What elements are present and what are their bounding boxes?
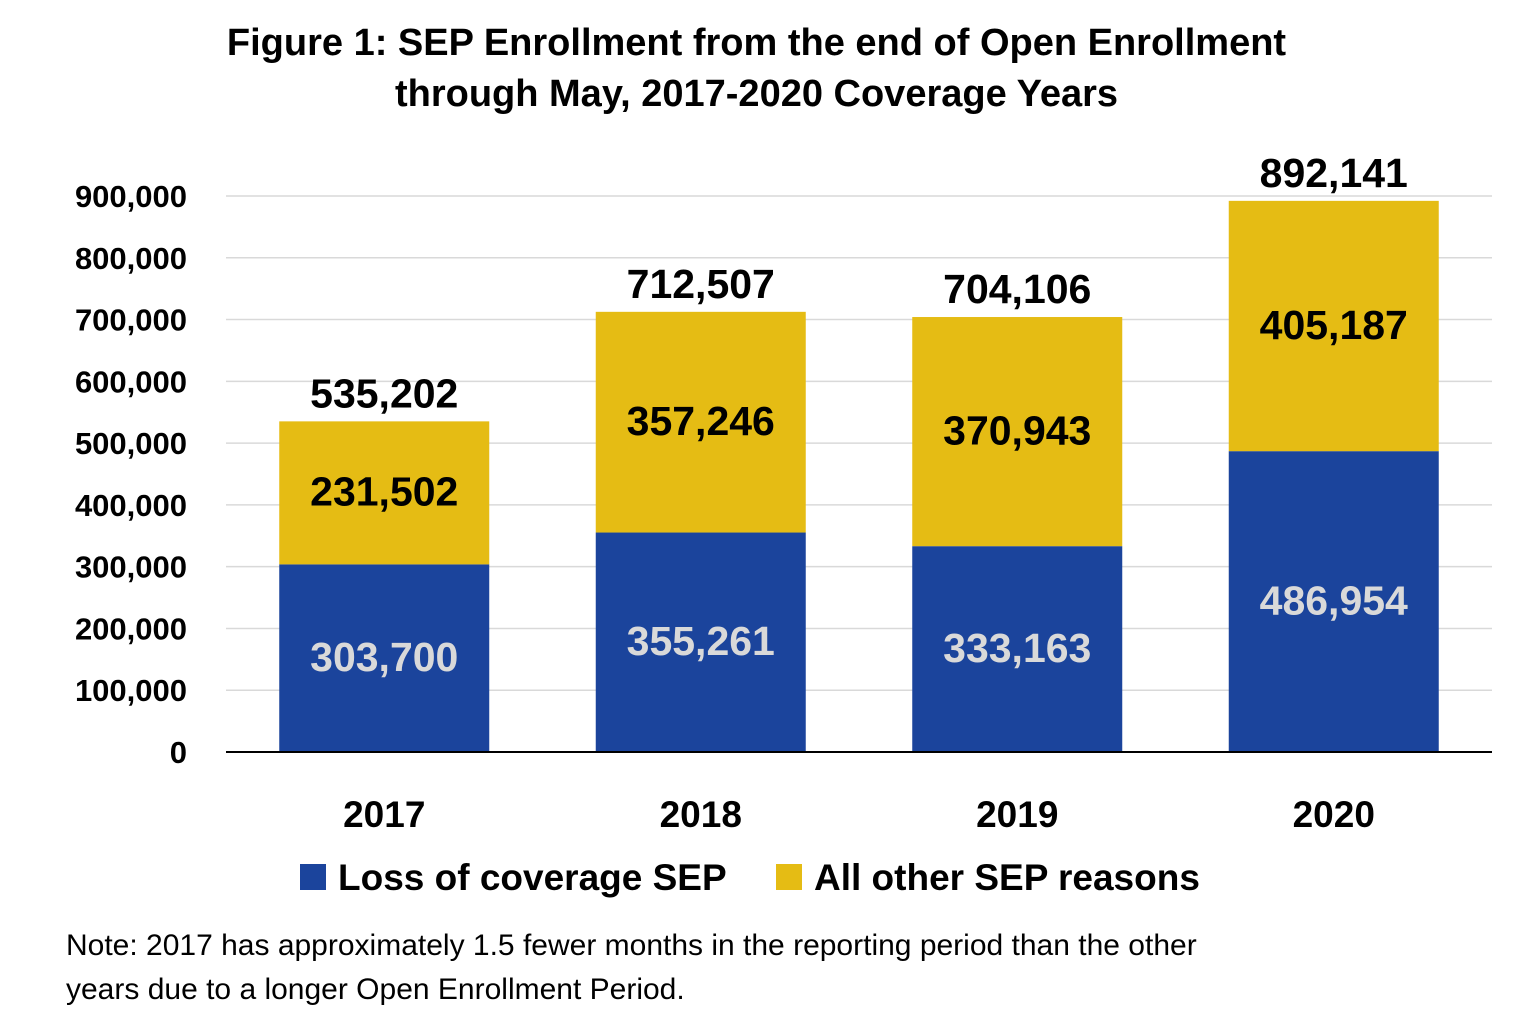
chart-title-line-2: through May, 2017-2020 Coverage Years xyxy=(394,73,1119,115)
data-label-other-reasons: 231,502 xyxy=(310,469,458,515)
legend-swatch xyxy=(300,864,326,890)
bar-segment-other-reasons xyxy=(1228,200,1439,452)
y-tick-label: 600,000 xyxy=(75,364,187,399)
legend-item-loss-of-coverage: Loss of coverage SEP xyxy=(300,857,727,898)
y-tick-label: 400,000 xyxy=(75,488,187,523)
data-label-loss-of-coverage: 486,954 xyxy=(1260,577,1408,623)
data-label-other-reasons: 405,187 xyxy=(1260,302,1408,348)
x-tick-label: 2018 xyxy=(660,794,742,835)
data-label-other-reasons: 370,943 xyxy=(943,407,1091,453)
bar-segment-other-reasons xyxy=(912,317,1123,547)
y-tick-label: 500,000 xyxy=(75,426,187,461)
bars xyxy=(279,200,1439,752)
chart-title-line-1: Figure 1: SEP Enrollment from the end of… xyxy=(226,22,1287,64)
data-label-total: 704,106 xyxy=(943,266,1091,312)
bar-segment-loss-of-coverage xyxy=(595,532,806,752)
data-label-total: 892,141 xyxy=(1260,150,1408,196)
footnote-line-2: years due to a longer Open Enrollment Pe… xyxy=(66,973,685,1006)
data-label-other-reasons: 357,246 xyxy=(627,398,775,444)
data-label-loss-of-coverage: 355,261 xyxy=(627,618,775,664)
legend-swatch xyxy=(776,864,802,890)
y-tick-label: 700,000 xyxy=(75,303,187,338)
y-tick-label: 0 xyxy=(170,735,187,770)
data-labels: 303,700 231,502 535,202 355,261 357,246 712,5… xyxy=(310,150,1408,680)
x-axis-tick-labels: 2017 2018 2019 2020 xyxy=(343,794,1375,835)
x-tick-label: 2017 xyxy=(343,794,425,835)
legend-label: Loss of coverage SEP xyxy=(338,857,727,898)
footnote-line-1: Note: 2017 has approximately 1.5 fewer m… xyxy=(66,929,1197,962)
y-tick-label: 100,000 xyxy=(75,673,187,708)
bar-segment-loss-of-coverage xyxy=(279,564,490,752)
data-label-total: 535,202 xyxy=(310,370,458,416)
chart-title: Figure 1: SEP Enrollment from the end of… xyxy=(0,18,1513,120)
y-axis-tick-labels: 0 100,000 200,000 300,000 400,000 500,000 600,… xyxy=(75,179,187,770)
footnote: Note: 2017 has approximately 1.5 fewer m… xyxy=(66,924,1486,1012)
y-tick-label: 900,000 xyxy=(75,179,187,214)
bar-segment-loss-of-coverage xyxy=(912,546,1123,752)
data-label-loss-of-coverage: 333,163 xyxy=(943,625,1091,671)
legend-item-other-reasons: All other SEP reasons xyxy=(776,857,1200,898)
data-label-total: 712,507 xyxy=(627,261,775,307)
legend-label: All other SEP reasons xyxy=(814,857,1200,898)
bar-segment-other-reasons xyxy=(595,311,806,533)
legend: Loss of coverage SEP All other SEP reason… xyxy=(300,857,1200,898)
bar-segment-other-reasons xyxy=(279,421,490,565)
x-tick-label: 2020 xyxy=(1293,794,1375,835)
bar-segment-loss-of-coverage xyxy=(1228,451,1439,752)
y-tick-label: 800,000 xyxy=(75,241,187,276)
y-tick-label: 200,000 xyxy=(75,611,187,646)
data-label-loss-of-coverage: 303,700 xyxy=(310,634,458,680)
y-tick-label: 300,000 xyxy=(75,550,187,585)
x-tick-label: 2019 xyxy=(976,794,1058,835)
